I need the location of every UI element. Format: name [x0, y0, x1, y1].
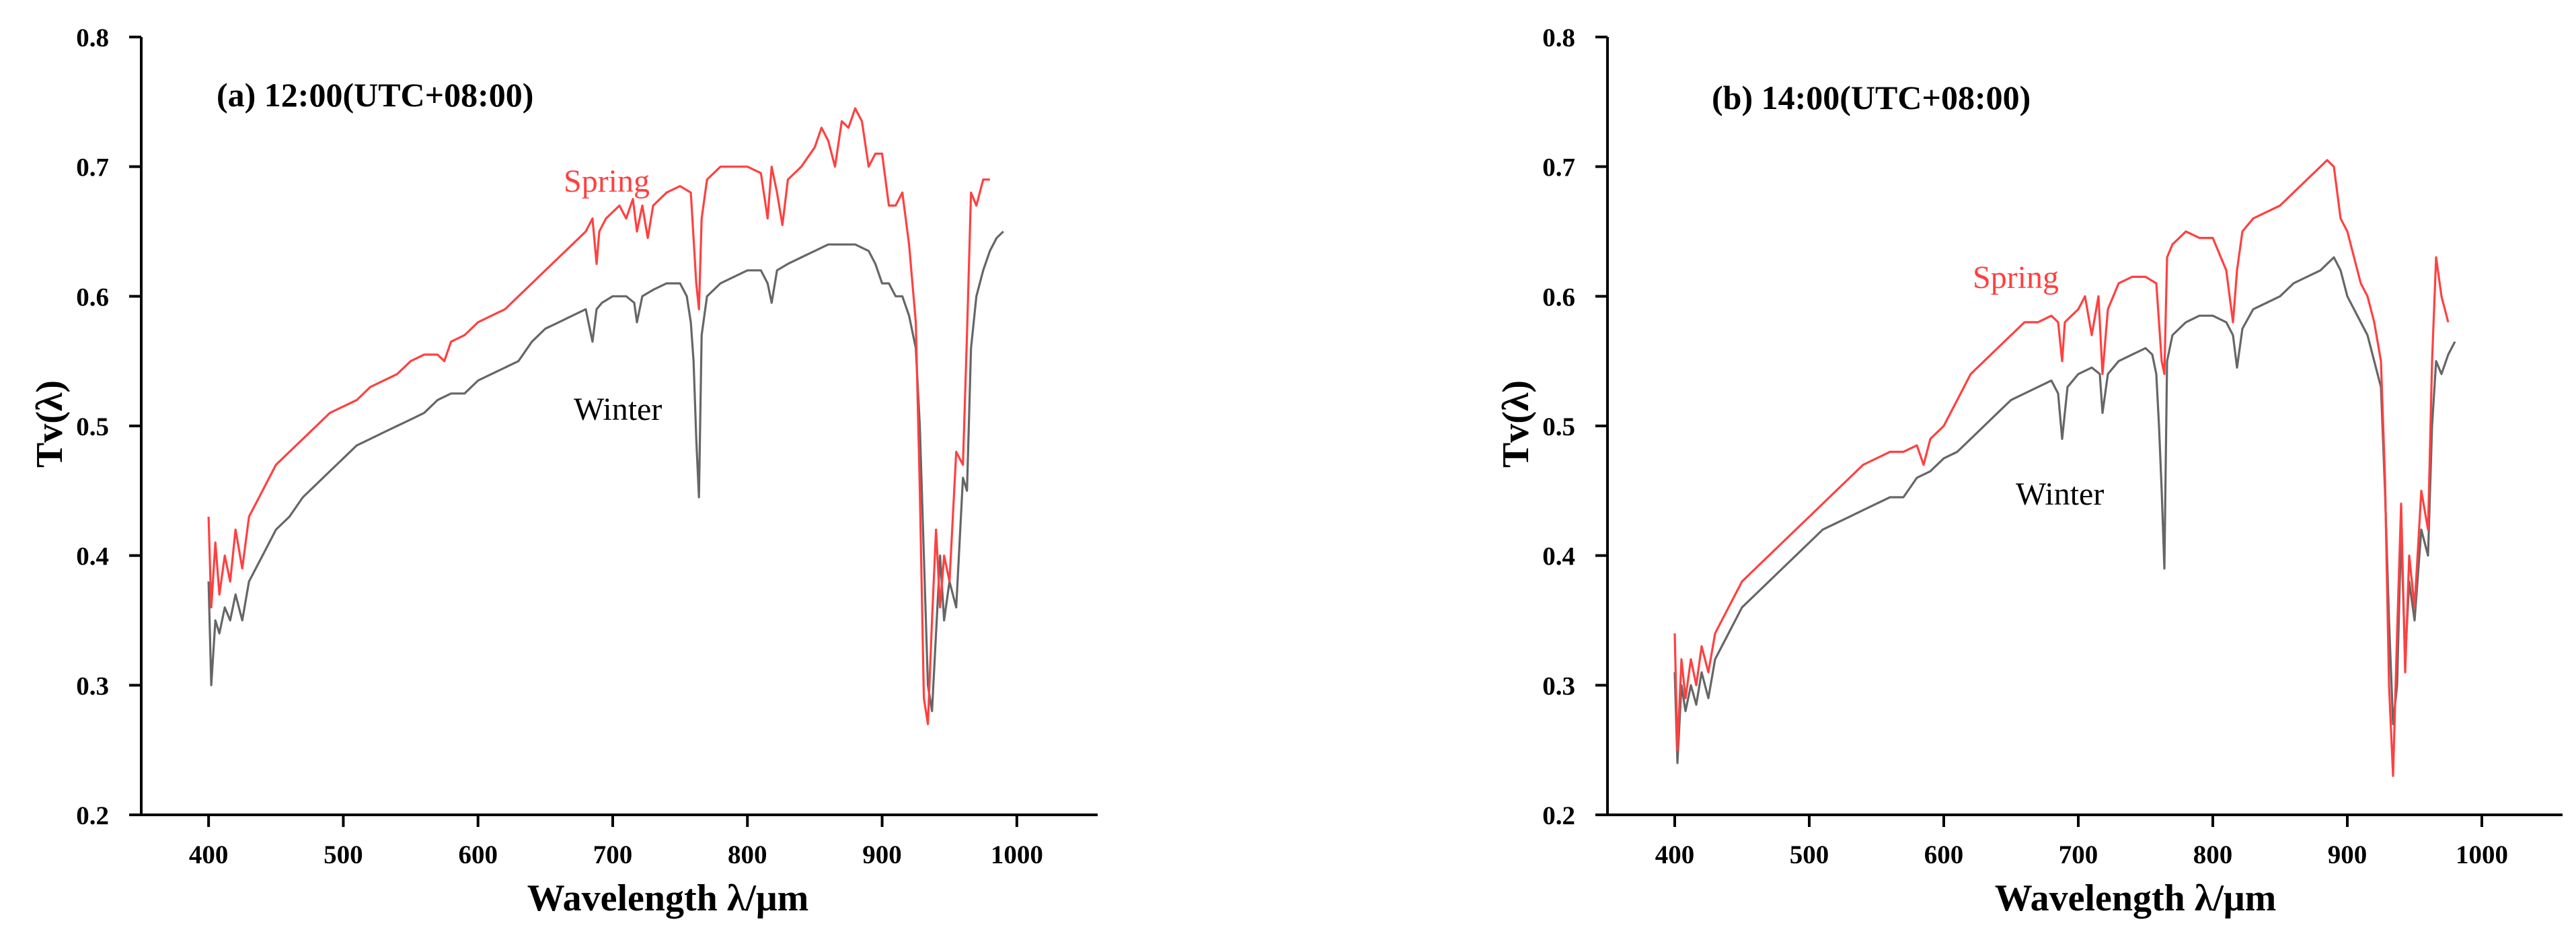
winter-series-line	[207, 230, 1004, 713]
y-tick-label: 0.6	[76, 283, 109, 312]
y-tick-label: 0.5	[76, 412, 109, 441]
x-tick-label: 700	[593, 840, 633, 869]
chart-panel-b: (b) 14:00(UTC+08:00) Spring Winter Wavel…	[1495, 24, 2563, 919]
spring-series-line	[1673, 159, 2450, 777]
y-tick-label: 0.5	[1542, 412, 1575, 441]
chart-title: (a) 12:00(UTC+08:00)	[217, 76, 533, 114]
x-axis-title: Wavelength λ/μm	[1995, 877, 2277, 919]
x-tick-label: 400	[189, 840, 229, 869]
y-tick-label: 0.7	[1542, 153, 1575, 182]
y-tick-label: 0.7	[76, 153, 109, 182]
x-tick-label: 400	[1655, 840, 1695, 869]
y-axis-title: Tv(λ)	[1495, 380, 1537, 468]
spring-series-line	[207, 107, 990, 725]
x-tick-label: 700	[2059, 840, 2098, 869]
winter-annotation: Winter	[2016, 476, 2104, 512]
y-tick-label: 0.4	[1542, 542, 1575, 571]
x-tick-label: 500	[324, 840, 363, 869]
x-tick-label: 1000	[991, 840, 1043, 869]
x-tick-label: 600	[1924, 840, 1964, 869]
x-tick-label: 900	[2328, 840, 2367, 869]
x-tick-label: 800	[728, 840, 767, 869]
y-axis-title: Tv(λ)	[29, 380, 71, 468]
spring-annotation: Spring	[1973, 260, 2059, 295]
y-tick-label: 0.3	[1542, 672, 1575, 700]
x-tick-label: 600	[458, 840, 498, 869]
y-tick-label: 0.2	[1542, 801, 1575, 830]
x-tick-label: 900	[862, 840, 902, 869]
x-tick-label: 800	[2193, 840, 2233, 869]
spring-annotation: Spring	[564, 164, 650, 199]
y-tick-label: 0.8	[76, 24, 109, 52]
y-tick-label: 0.4	[76, 542, 109, 571]
y-tick-label: 0.3	[76, 672, 109, 700]
chart-title: (b) 14:00(UTC+08:00)	[1712, 79, 2031, 116]
y-tick-label: 0.2	[76, 801, 109, 830]
x-tick-label: 500	[1790, 840, 1829, 869]
x-tick-label: 1000	[2456, 840, 2508, 869]
x-axis-title: Wavelength λ/μm	[527, 877, 809, 919]
y-tick-label: 0.6	[1542, 283, 1575, 312]
y-tick-label: 0.8	[1542, 24, 1575, 52]
winter-annotation: Winter	[574, 392, 662, 427]
chart-panel-a: (a) 12:00(UTC+08:00) Spring Winter Wavel…	[29, 24, 1098, 919]
